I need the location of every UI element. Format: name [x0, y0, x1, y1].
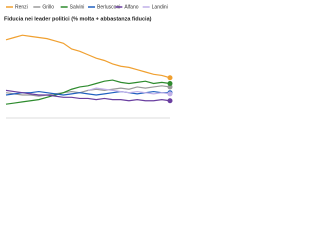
legend-label: Salvini — [70, 4, 85, 10]
series-line — [5, 34, 171, 79]
legend-label: Alfano — [124, 4, 138, 10]
series-line — [5, 85, 171, 97]
legend-label: Renzi — [15, 4, 28, 10]
legend-label: Landini — [152, 4, 168, 10]
series-line — [87, 87, 171, 95]
end-point — [167, 91, 173, 97]
end-point — [167, 75, 173, 81]
chart: Fiducia nei leader politici (% molta + a… — [4, 4, 173, 119]
series-line — [5, 89, 171, 102]
end-point — [167, 81, 173, 86]
series-line — [5, 90, 170, 96]
end-point — [167, 84, 173, 90]
end-point — [167, 98, 173, 104]
legend-label: Berlusconi — [97, 4, 120, 10]
chart-title: Fiducia nei leader politici (% molta + a… — [4, 16, 152, 22]
series-line — [5, 79, 171, 105]
legend-label: Grillo — [42, 4, 54, 10]
